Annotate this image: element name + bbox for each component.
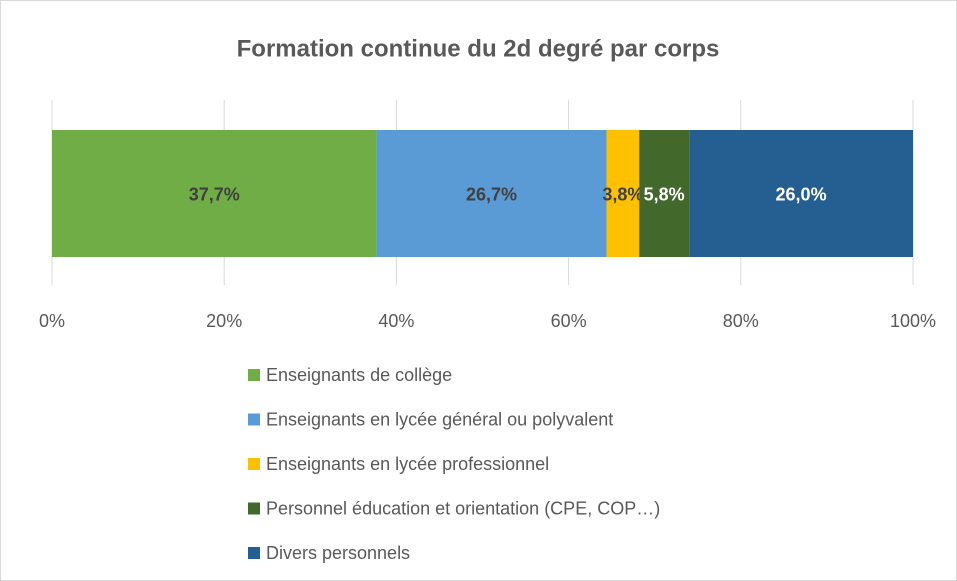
x-tick-label: 60% (551, 311, 587, 331)
data-label: 26,7% (466, 184, 517, 204)
legend-swatch (248, 369, 260, 381)
data-label: 3,8% (602, 184, 643, 204)
legend-swatch (248, 547, 260, 559)
legend-label: Enseignants en lycée général ou polyvale… (266, 409, 613, 429)
x-tick-label: 100% (890, 311, 936, 331)
legend-label: Enseignants en lycée professionnel (266, 454, 549, 474)
legend-label: Personnel éducation et orientation (CPE,… (266, 498, 660, 518)
bar-segment (606, 130, 640, 257)
legend-label: Divers personnels (266, 543, 410, 563)
legend-swatch (248, 458, 260, 470)
legend-label: Enseignants de collège (266, 365, 452, 385)
data-label: 26,0% (776, 184, 827, 204)
x-tick-label: 40% (378, 311, 414, 331)
chart-title: Formation continue du 2d degré par corps (237, 35, 720, 62)
bar-segment (52, 130, 377, 257)
x-tick-label: 0% (39, 311, 65, 331)
legend-swatch (248, 502, 260, 515)
legend-swatch (248, 413, 260, 426)
data-label: 37,7% (189, 184, 240, 204)
bar-segment (689, 130, 913, 257)
bar-segment (376, 130, 607, 257)
data-label: 5,8% (644, 184, 685, 204)
x-tick-label: 20% (206, 311, 242, 331)
x-tick-label: 80% (723, 311, 759, 331)
bar-segment (639, 130, 690, 257)
